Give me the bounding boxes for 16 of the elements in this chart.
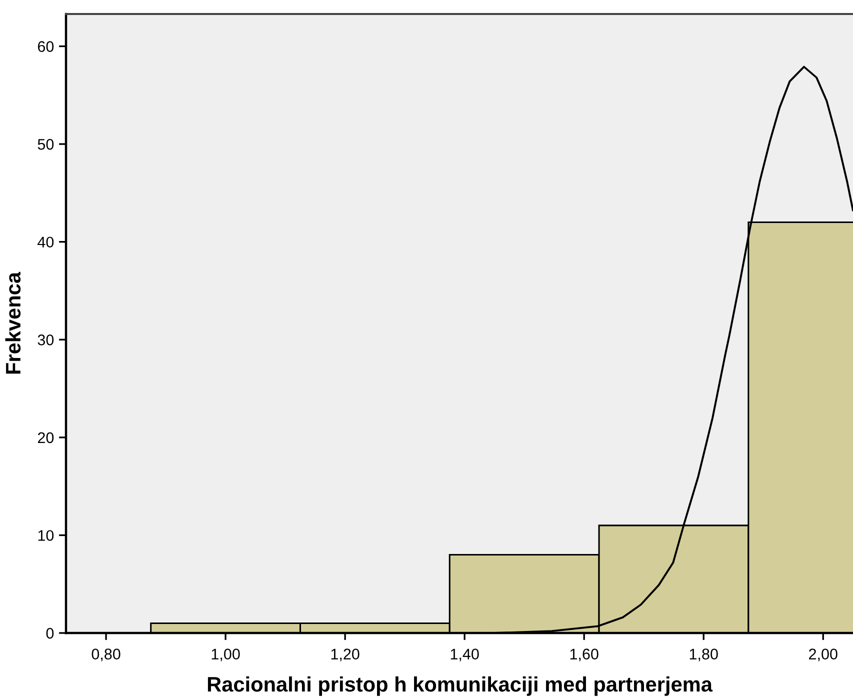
y-tick-label: 0 — [46, 628, 54, 639]
y-tick-label: 20 — [38, 432, 54, 444]
y-tick-label: 60 — [38, 41, 54, 52]
x-tick-label: 1,80 — [690, 648, 718, 662]
x-tick-label: 1,00 — [212, 648, 240, 662]
x-tick-label: 1,40 — [450, 648, 479, 662]
x-tick-label: 1,20 — [331, 648, 360, 662]
y-tick-label: 40 — [38, 236, 54, 248]
x-tick-label: 1,60 — [570, 648, 598, 662]
y-tick-label: 10 — [38, 530, 54, 541]
x-tick-label: 2,00 — [809, 648, 838, 662]
y-tick-label: 50 — [38, 138, 54, 150]
y-tick-label: 30 — [38, 334, 54, 346]
y-axis-title: Frekvenca — [5, 272, 21, 374]
x-tick-label: 0,80 — [92, 648, 120, 662]
x-axis-title: Racionalni pristop h komunikaciji med partnerjema — [208, 676, 713, 696]
